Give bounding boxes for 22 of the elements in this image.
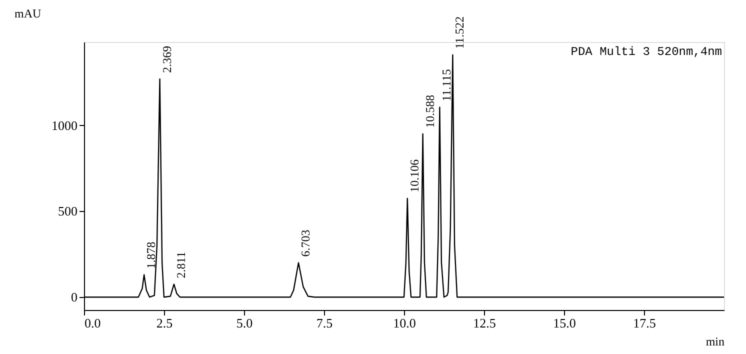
x-tick-label: 10.0 xyxy=(393,316,416,330)
x-axis-title: min xyxy=(706,334,724,348)
x-tick-label: 2.5 xyxy=(156,316,173,330)
annotation: 2.811 xyxy=(174,252,188,278)
y-tick-label: 500 xyxy=(58,204,78,219)
annotation: 1.878 xyxy=(144,242,158,269)
annotation: 10.106 xyxy=(407,159,422,192)
annotation: 11.522 xyxy=(452,16,467,49)
x-tick-label: 17.5 xyxy=(633,316,656,330)
x-tick-label: 12.5 xyxy=(473,316,496,330)
y-axis-title: mAU xyxy=(14,6,42,20)
annotation: 2.369 xyxy=(160,46,174,73)
x-tick-label: 5.0 xyxy=(236,316,253,330)
y-tick-label: 0 xyxy=(71,290,78,305)
x-tick-label: 15.0 xyxy=(553,316,576,330)
x-tick-label: 7.5 xyxy=(316,316,333,330)
annotation: PDA Multi 3 520nm,4nm xyxy=(570,45,722,59)
annotation: 10.588 xyxy=(422,94,437,128)
annotation: 6.703 xyxy=(298,230,312,257)
y-tick-label: 1000 xyxy=(52,118,78,133)
annotation: 11.115 xyxy=(440,69,454,102)
x-tick-label: 0.0 xyxy=(84,316,101,330)
